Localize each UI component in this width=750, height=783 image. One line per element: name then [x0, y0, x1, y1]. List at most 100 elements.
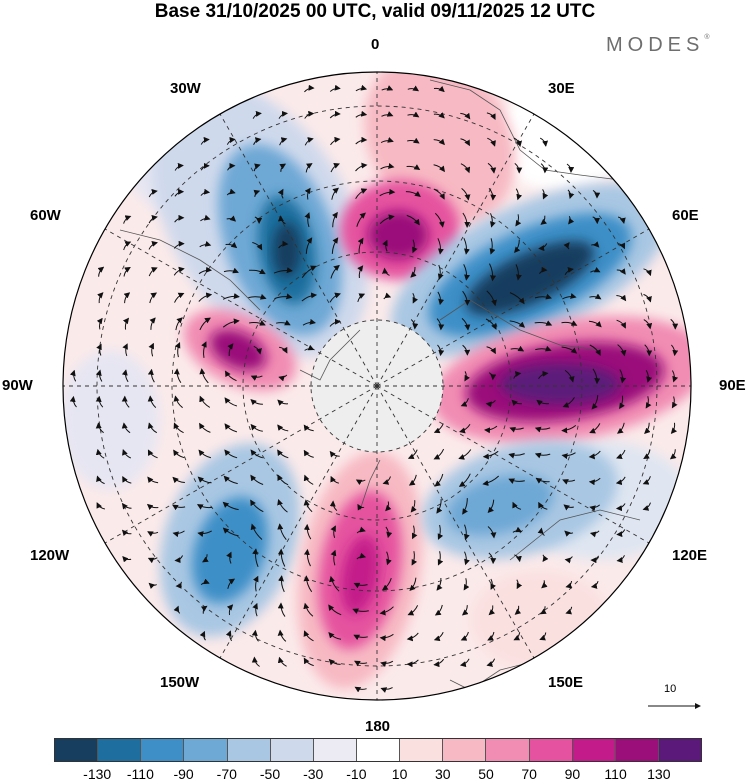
wind-arrow [222, 527, 239, 537]
wind-arrow [277, 215, 286, 225]
wind-arrow [509, 292, 525, 305]
wind-arrow [330, 264, 340, 279]
wind-arrow [563, 242, 570, 250]
brand-text: MODES [606, 34, 705, 56]
wind-arrow [227, 343, 234, 357]
wind-arrow [540, 215, 547, 225]
wind-arrow [460, 631, 469, 641]
wind-arrow [198, 292, 213, 302]
wind-arrow [485, 318, 497, 330]
wind-arrow [512, 501, 522, 510]
wind-arrow [539, 266, 548, 275]
wind-arrow [227, 162, 236, 171]
wind-arrow [482, 450, 499, 460]
wind-arrow [487, 631, 495, 641]
wind-arrow [250, 449, 264, 459]
colorbar-swatch [400, 739, 444, 761]
colorbar-tick-label: 90 [564, 766, 581, 782]
wind-arrow [148, 267, 158, 277]
wind-arrow [224, 449, 238, 459]
wind-arrow [198, 266, 212, 275]
graticule [63, 72, 691, 700]
wind-arrow [222, 293, 240, 300]
wind-arrow [330, 475, 340, 484]
wind-arrow [354, 686, 367, 693]
wind-arrow [509, 426, 524, 433]
wind-arrow [488, 605, 496, 616]
wind-arrow [380, 687, 393, 693]
wind-arrow [357, 503, 365, 511]
wind-arrow [197, 476, 212, 484]
lon-label-60e: 60E [672, 207, 699, 224]
colorbar-swatch [615, 739, 659, 761]
wind-arrow [174, 162, 184, 171]
wind-arrow [460, 112, 471, 120]
wind-arrow [433, 188, 445, 200]
wind-arrow [252, 548, 259, 567]
wind-arrow [562, 397, 575, 408]
wind-arrow [331, 187, 339, 200]
lon-label-180: 180 [365, 718, 391, 735]
wind-arrow [355, 162, 368, 172]
colorbar-tick-label: -130 [83, 766, 112, 782]
wind-arrow [591, 241, 600, 248]
wind-arrow [174, 214, 185, 223]
wind-arrow [645, 396, 652, 409]
wind-arrow [462, 344, 471, 356]
wind-arrow [147, 531, 159, 537]
wind-arrow [250, 523, 263, 540]
wind-arrow [536, 399, 549, 406]
wind-arrow [355, 479, 366, 486]
wind-arrow [249, 268, 266, 275]
colorbar-tick-label: 30 [435, 766, 451, 782]
wind-arrow [539, 137, 549, 147]
wind-arrow [643, 293, 652, 303]
wind-arrow [200, 578, 210, 586]
wind-arrow [619, 395, 625, 410]
wind-arrow [411, 551, 418, 566]
wind-arrow [226, 604, 234, 616]
wind-arrow [484, 425, 498, 434]
wind-arrow [592, 189, 601, 199]
wind-arrow [436, 499, 443, 514]
wind-arrow [250, 375, 263, 381]
wind-arrow [356, 212, 366, 227]
wind-arrow [588, 477, 601, 486]
wind-arrow [200, 214, 211, 222]
colorbar-tick-label: 50 [478, 766, 494, 782]
wind-arrow [303, 424, 314, 432]
wind-arrow [671, 344, 679, 357]
wind-arrow [644, 344, 653, 357]
wind-arrow [252, 602, 258, 617]
wind-arrow [197, 530, 212, 538]
wind-arrow [173, 266, 185, 276]
wind-arrow [462, 212, 471, 228]
wind-arrow [379, 214, 395, 224]
wind-arrow [305, 237, 313, 254]
wind-arrow [329, 450, 340, 458]
brand-logo: MODES® [606, 34, 710, 57]
wind-arrow [199, 422, 211, 433]
wind-arrow [405, 190, 421, 198]
wind-arrow [122, 476, 132, 484]
wind-arrow [172, 530, 185, 538]
wind-arrow [508, 478, 525, 484]
wind-arrow [254, 216, 263, 224]
wind-arrow [274, 293, 293, 300]
colorbar-swatch [313, 739, 357, 761]
wind-arrow [199, 368, 209, 384]
wind-arrow [279, 137, 288, 146]
wind-arrow [172, 476, 185, 484]
wind-arrow [330, 525, 336, 538]
wind-arrow [355, 110, 368, 118]
wind-arrow [121, 422, 131, 434]
wind-arrow [437, 551, 444, 566]
wind-arrow [561, 346, 578, 354]
wind-arrow [563, 504, 574, 511]
wind-arrow [174, 555, 184, 564]
wind-arrow [97, 292, 104, 304]
wind-arrow [199, 630, 206, 641]
wind-arrow [592, 216, 600, 225]
wind-arrow [277, 474, 289, 486]
wind-arrow [434, 212, 445, 228]
